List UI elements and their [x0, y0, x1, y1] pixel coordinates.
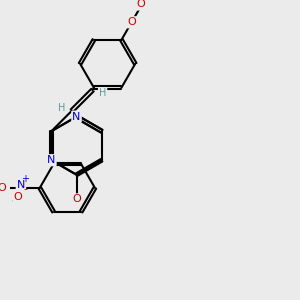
Text: N: N — [47, 155, 56, 165]
Text: O: O — [0, 183, 6, 193]
Text: -: - — [23, 184, 27, 194]
Text: N: N — [17, 180, 25, 190]
Text: H: H — [58, 103, 65, 113]
Text: +: + — [21, 174, 29, 184]
Text: O: O — [72, 194, 81, 204]
Text: O: O — [14, 192, 22, 202]
Text: O: O — [127, 17, 136, 27]
Text: O: O — [137, 0, 146, 10]
Text: N: N — [72, 112, 81, 122]
Text: H: H — [99, 88, 106, 98]
